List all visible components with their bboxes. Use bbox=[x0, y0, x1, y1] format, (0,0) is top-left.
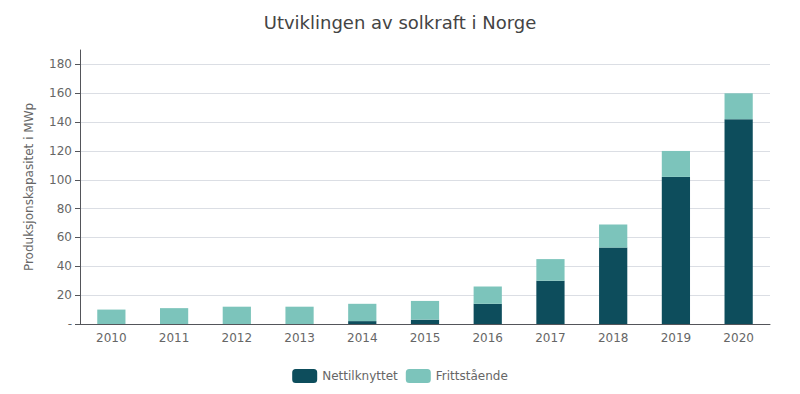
svg-text:2014: 2014 bbox=[347, 331, 378, 345]
svg-text:2016: 2016 bbox=[472, 331, 503, 345]
svg-text:160: 160 bbox=[49, 86, 72, 100]
svg-text:2015: 2015 bbox=[410, 331, 441, 345]
svg-text:2010: 2010 bbox=[96, 331, 127, 345]
svg-text:100: 100 bbox=[49, 173, 72, 187]
svg-text:20: 20 bbox=[57, 288, 72, 302]
svg-text:40: 40 bbox=[57, 259, 72, 273]
svg-text:2020: 2020 bbox=[723, 331, 754, 345]
svg-text:2018: 2018 bbox=[598, 331, 629, 345]
svg-text:2013: 2013 bbox=[284, 331, 315, 345]
svg-text:Nettilknyttet: Nettilknyttet bbox=[322, 369, 398, 383]
svg-text:80: 80 bbox=[57, 202, 72, 216]
svg-text:Produksjonskapasitet i MWp: Produksjonskapasitet i MWp bbox=[22, 103, 36, 271]
svg-text:2017: 2017 bbox=[535, 331, 566, 345]
svg-text:Utviklingen av solkraft i Norg: Utviklingen av solkraft i Norge bbox=[264, 12, 537, 33]
svg-text:140: 140 bbox=[49, 115, 72, 129]
svg-text:Frittstående: Frittstående bbox=[436, 369, 508, 383]
svg-text:2019: 2019 bbox=[661, 331, 692, 345]
svg-text:2012: 2012 bbox=[222, 331, 253, 345]
svg-text:180: 180 bbox=[49, 57, 72, 71]
svg-text:2011: 2011 bbox=[159, 331, 190, 345]
svg-text:60: 60 bbox=[57, 230, 72, 244]
svg-text:120: 120 bbox=[49, 144, 72, 158]
svg-text:-: - bbox=[68, 317, 72, 331]
